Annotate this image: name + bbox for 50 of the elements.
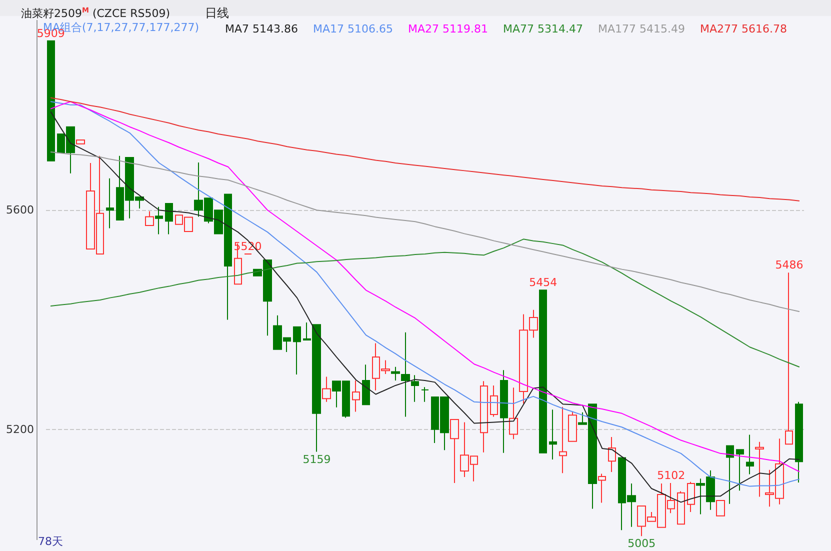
candlestick — [539, 290, 547, 454]
candlestick — [352, 380, 360, 412]
candlestick — [165, 203, 173, 235]
text: MA77 5314.47 — [502, 22, 583, 36]
candlestick — [509, 387, 518, 440]
annotation: 5005 — [628, 537, 656, 550]
candlestick — [500, 370, 508, 454]
candlestick — [795, 401, 803, 483]
candlestick — [480, 380, 488, 453]
candlestick — [421, 386, 429, 402]
candlestick — [490, 384, 498, 418]
annotation: 5486 — [775, 258, 804, 272]
candlestick — [106, 178, 114, 229]
candlestick — [559, 406, 567, 474]
candlestick — [411, 374, 419, 402]
candlestick — [736, 449, 744, 492]
y-tick-label: 5600 — [6, 204, 34, 217]
text: MA17 5106.65 — [313, 22, 393, 36]
candlestick — [746, 434, 754, 475]
candlestick — [322, 376, 331, 402]
annotation: 5159 — [302, 452, 331, 466]
candlestick — [687, 481, 695, 513]
candlestick — [293, 326, 301, 376]
candlestick — [677, 490, 685, 525]
candlestick — [785, 272, 793, 445]
candlestick — [155, 206, 163, 235]
candlestick — [608, 436, 616, 473]
candlestick — [726, 445, 734, 504]
candlestick — [716, 500, 725, 516]
text: MA177 5415.49 — [598, 22, 685, 36]
candlestick — [76, 140, 85, 144]
candlestick — [47, 40, 55, 162]
candlestick — [755, 441, 764, 498]
candlestick — [598, 473, 606, 504]
chart-subtitle: 日线 — [205, 6, 229, 20]
text: MA27 5119.81 — [408, 22, 488, 36]
candlestick — [549, 409, 557, 460]
candlestick — [391, 366, 400, 382]
candlestick — [362, 364, 370, 406]
candlestick — [568, 411, 577, 442]
annotation: 5454 — [529, 276, 558, 290]
text: MA7 5143.86 — [225, 22, 298, 36]
annotation: 5102 — [657, 469, 686, 482]
annotation: 78天 — [38, 535, 63, 548]
candlestick — [450, 418, 459, 484]
candlestick — [145, 210, 154, 226]
y-tick-label: 5200 — [6, 422, 34, 436]
candlestick — [401, 332, 410, 418]
text: MA277 5616.78 — [700, 22, 787, 36]
line-series — [50, 97, 800, 202]
